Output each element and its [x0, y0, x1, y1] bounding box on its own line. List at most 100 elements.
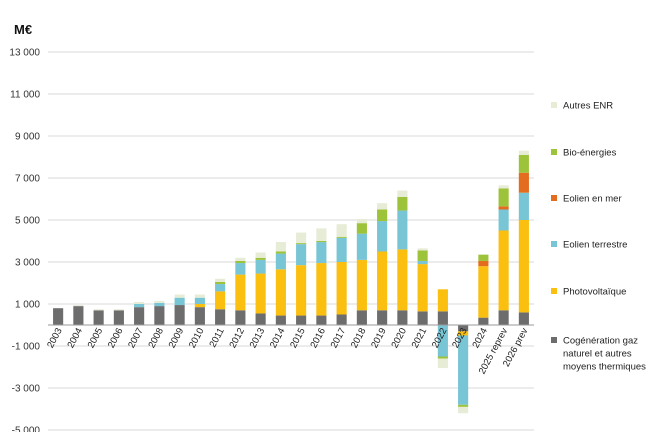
bar-segment-1-2015 — [296, 315, 307, 325]
bar-segment-6-2008 — [154, 300, 165, 303]
y-tick-label: 13 000 — [9, 48, 40, 59]
y-tick-label: 3 000 — [15, 258, 40, 269]
bar-segment-6-2019 — [377, 203, 388, 210]
legend-label: Photovoltaïque — [563, 287, 626, 298]
bar-segment-1-2009 — [174, 305, 185, 325]
bar-segment-3-2022 — [437, 325, 448, 357]
bar-segment-3-2021 — [417, 260, 428, 265]
gridlines — [48, 51, 534, 431]
bar-segment-3-2026-prev — [518, 192, 529, 220]
bar-segment-1-2014 — [275, 315, 286, 325]
bar-segment-3-2013 — [255, 259, 266, 274]
bar-segment-5-2016 — [316, 241, 327, 243]
legend-swatch — [551, 288, 557, 294]
bar-segment-1-2010 — [194, 307, 205, 325]
bar-segment-1-2008 — [154, 306, 165, 325]
bar-segment-1-2026-prev — [518, 312, 529, 325]
bar-segment-3-2016 — [316, 242, 327, 264]
bar-segment-3-2017 — [336, 237, 347, 262]
bar-segment-6-2010 — [194, 294, 205, 298]
bar-segment-6-2025-reprev — [498, 185, 509, 189]
bar-segment-3-2009 — [174, 297, 185, 306]
bar-segment-1-2003 — [53, 308, 64, 325]
bar-segment-6-2016 — [316, 228, 327, 241]
bar-segment-6-2011 — [215, 278, 226, 282]
legend-swatch — [551, 195, 557, 201]
bar-segment-6-2006 — [113, 309, 124, 311]
legend-label: Autres ENR — [563, 101, 613, 112]
bar-segment-3-2007 — [134, 304, 145, 308]
bar-segment-1-2025-reprev — [498, 310, 509, 325]
bar-segment-6-2015 — [296, 232, 307, 244]
bar-segment-4-2025-reprev — [498, 206, 509, 210]
bar-segment-6-2012 — [235, 257, 246, 261]
y-tick-label: 11 000 — [10, 90, 40, 101]
bar-segment-5-2015 — [296, 243, 307, 245]
bar-segment-5-2020 — [397, 196, 408, 211]
bar-segment-2-2023 — [458, 331, 469, 336]
legend-label: Eolien en mer — [563, 194, 622, 205]
bar-segment-4-2024 — [478, 260, 489, 267]
legend-swatch — [551, 102, 557, 108]
y-tick-label: 7 000 — [15, 174, 40, 185]
bar-segment-5-2011 — [215, 281, 226, 285]
bar-segment-2-2014 — [275, 269, 286, 316]
y-tick-label: -1 000 — [12, 342, 41, 353]
bar-segment-1-2006 — [113, 310, 124, 325]
bar-segment-3-2010 — [194, 297, 205, 304]
y-tick-label: -3 000 — [12, 384, 41, 395]
bar-segment-3-2018 — [356, 233, 367, 260]
bar-segment-5-2022 — [437, 356, 448, 359]
bar-segment-6-2005 — [93, 309, 104, 311]
bar-segment-1-2018 — [356, 310, 367, 325]
bar-segment-6-2004 — [73, 305, 84, 307]
bar-segment-1-2022 — [437, 311, 448, 325]
unit-label: M€ — [14, 22, 32, 37]
bar-segment-1-2012 — [235, 310, 246, 325]
bar-segment-2-2025-reprev — [498, 230, 509, 311]
bar-segment-2-2015 — [296, 265, 307, 316]
bar-segment-6-2013 — [255, 252, 266, 258]
bar-segment-1-2011 — [215, 309, 226, 325]
bar-segment-6-2021 — [417, 248, 428, 251]
bar-segment-2-2022 — [437, 289, 448, 312]
y-tick-label: 1 000 — [15, 300, 40, 311]
bar-segment-1-2016 — [316, 315, 327, 325]
bar-segment-2-2018 — [356, 259, 367, 311]
y-tick-label: 9 000 — [15, 132, 40, 143]
bar-segment-2-2019 — [377, 251, 388, 311]
bar-segment-6-2026-prev — [518, 150, 529, 155]
bar-segment-2-2017 — [336, 262, 347, 315]
bar-segment-3-2020 — [397, 210, 408, 250]
bar-segment-6-2009 — [174, 294, 185, 298]
legend-label: Cogénération gaz naturel et autres moyens … — [563, 336, 646, 373]
legend-swatch — [551, 337, 557, 343]
bar-segment-2-2016 — [316, 263, 327, 316]
legend: Autres ENR Bio-énergies Eolien en mer Eolie… — [551, 101, 646, 373]
bar-segment-3-2015 — [296, 244, 307, 266]
bar-segment-5-2025-reprev — [498, 188, 509, 207]
bar-segment-5-2017 — [336, 236, 347, 238]
bar-segment-6-2023 — [458, 406, 469, 414]
bar-segment-1-2023 — [458, 325, 469, 332]
bar-segment-2-2026-prev — [518, 220, 529, 313]
bars — [53, 150, 529, 414]
legend-label: Bio-énergies — [563, 148, 617, 159]
bar-segment-3-2008 — [154, 302, 165, 307]
bar-segment-3-2019 — [377, 221, 388, 252]
bar-segment-6-2007 — [134, 301, 145, 304]
bar-segment-5-2026-prev — [518, 154, 529, 173]
bar-segment-2-2024 — [478, 266, 489, 318]
bar-segment-1-2013 — [255, 313, 266, 325]
bar-segment-5-2024 — [478, 254, 489, 261]
bar-segment-1-2020 — [397, 310, 408, 325]
legend-swatch — [551, 241, 557, 247]
bar-segment-6-2014 — [275, 242, 286, 252]
bar-segment-1-2005 — [93, 310, 104, 325]
bar-segment-4-2026-prev — [518, 172, 529, 193]
bar-segment-1-2021 — [417, 311, 428, 325]
bar-segment-5-2019 — [377, 209, 388, 222]
bar-segment-3-2023 — [458, 335, 469, 405]
bar-segment-6-2018 — [356, 218, 367, 224]
y-tick-label: -5 000 — [12, 426, 41, 432]
